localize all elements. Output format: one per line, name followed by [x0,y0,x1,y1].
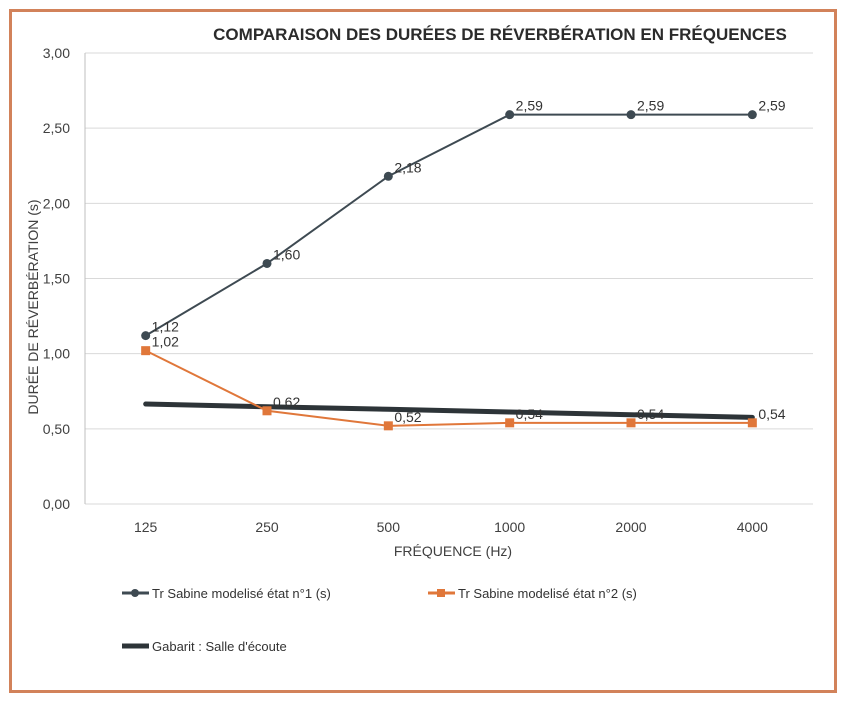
data-point [262,406,272,416]
data-label: 0,62 [273,394,300,410]
data-label: 2,59 [516,98,543,114]
legend-label: Tr Sabine modelisé état n°1 (s) [152,586,331,601]
data-label: 2,59 [637,98,664,114]
series-2: 1,02 0,62 0,52 0,54 0,54 0,54 [141,334,786,431]
data-label: 0,54 [637,406,664,422]
data-label: 2,59 [758,98,785,114]
series-3 [143,401,755,420]
data-label: 0,54 [758,406,785,422]
data-point [747,418,757,428]
legend-label: Gabarit : Salle d'écoute [152,639,287,654]
data-point [383,171,393,181]
data-point [141,346,151,356]
x-tick-label: 125 [134,519,158,535]
legend-marker [131,589,139,597]
data-label: 1,60 [273,246,300,262]
series-1: 1,12 1,60 2,18 2,59 2,59 2,59 [141,98,786,341]
data-label: 0,52 [394,409,421,425]
data-label: 2,18 [394,159,421,175]
y-tick-label: 1,50 [43,271,70,287]
legend-item: Tr Sabine modelisé état n°1 (s) [122,586,331,601]
y-tick-label: 0,50 [43,421,70,437]
x-tick-label: 2000 [615,519,646,535]
series-line [143,401,755,420]
x-tick-label: 250 [255,519,279,535]
y-tick-label: 1,00 [43,346,70,362]
x-tick-label: 500 [377,519,401,535]
data-point [505,110,515,120]
y-tick-label: 2,00 [43,195,70,211]
legend-item: Tr Sabine modelisé état n°2 (s) [428,586,637,601]
data-point [262,258,272,268]
data-label: 0,54 [516,406,543,422]
y-axis-label: DURÉE DE RÉVERBÉRATION (s) [25,199,41,414]
data-point [626,110,636,120]
series-line [144,349,754,427]
data-point [505,418,515,428]
legend-item: Gabarit : Salle d'écoute [122,639,287,654]
data-point [626,418,636,428]
y-tick-label: 0,00 [43,496,70,512]
data-label: 1,12 [152,319,179,335]
legend-label: Tr Sabine modelisé état n°2 (s) [458,586,637,601]
series-line [144,113,754,337]
data-point [747,110,757,120]
y-tick-label: 3,00 [43,45,70,61]
legend-marker [437,589,445,597]
x-axis-label: FRÉQUENCE (Hz) [394,543,512,559]
x-tick-label: 1000 [494,519,525,535]
data-point [141,331,151,341]
data-point [383,421,393,431]
y-tick-label: 2,50 [43,120,70,136]
x-tick-label: 4000 [737,519,768,535]
data-label: 1,02 [152,334,179,350]
chart-title: COMPARAISON DES DURÉES DE RÉVERBÉRATION … [213,25,787,44]
